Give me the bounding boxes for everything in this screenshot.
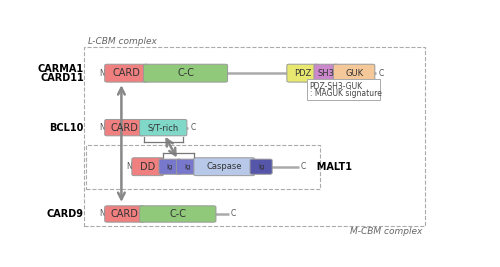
Text: CARD: CARD — [112, 68, 140, 78]
Text: C: C — [301, 162, 306, 171]
Text: CARD9: CARD9 — [47, 209, 84, 219]
Text: Ig: Ig — [184, 164, 190, 170]
Text: CARMA1: CARMA1 — [38, 64, 84, 74]
FancyBboxPatch shape — [144, 64, 228, 82]
FancyBboxPatch shape — [104, 64, 148, 82]
FancyBboxPatch shape — [140, 119, 187, 136]
Text: C: C — [190, 123, 196, 132]
Text: CARD: CARD — [110, 123, 138, 133]
Text: L-CBM complex: L-CBM complex — [88, 37, 156, 46]
Text: S/T-rich: S/T-rich — [148, 123, 179, 132]
Text: Ig: Ig — [167, 164, 173, 170]
FancyBboxPatch shape — [104, 119, 144, 136]
Text: BCL10: BCL10 — [50, 123, 84, 133]
FancyBboxPatch shape — [334, 64, 375, 82]
Text: : MAGUK signature: : MAGUK signature — [310, 89, 382, 97]
Text: C-C: C-C — [170, 209, 186, 219]
Text: CARD: CARD — [110, 209, 138, 219]
Bar — [86, 145, 320, 189]
FancyBboxPatch shape — [104, 206, 144, 222]
Text: M-CBM complex: M-CBM complex — [350, 227, 423, 236]
Bar — [306, 79, 380, 100]
Text: DD: DD — [140, 162, 156, 172]
Text: N: N — [100, 123, 105, 132]
FancyBboxPatch shape — [140, 206, 216, 222]
Bar — [84, 48, 425, 226]
Text: MALT1: MALT1 — [310, 162, 352, 172]
Text: C: C — [231, 210, 236, 218]
Text: N: N — [100, 69, 105, 78]
Text: Caspase: Caspase — [206, 162, 242, 171]
FancyBboxPatch shape — [287, 64, 318, 82]
Text: SH3: SH3 — [318, 69, 334, 78]
Text: CARD11: CARD11 — [40, 73, 84, 83]
Text: PDZ: PDZ — [294, 69, 312, 78]
FancyBboxPatch shape — [314, 64, 338, 82]
Text: C: C — [378, 69, 384, 78]
FancyBboxPatch shape — [176, 159, 199, 174]
FancyBboxPatch shape — [159, 159, 181, 174]
Text: N: N — [100, 210, 105, 218]
Text: N: N — [126, 162, 132, 171]
FancyBboxPatch shape — [194, 158, 254, 176]
FancyBboxPatch shape — [132, 158, 164, 176]
Text: PDZ-SH3-GUK: PDZ-SH3-GUK — [310, 82, 363, 91]
Text: Ig: Ig — [258, 164, 264, 170]
FancyBboxPatch shape — [250, 159, 272, 174]
Text: C-C: C-C — [177, 68, 194, 78]
Text: GUK: GUK — [345, 69, 363, 78]
